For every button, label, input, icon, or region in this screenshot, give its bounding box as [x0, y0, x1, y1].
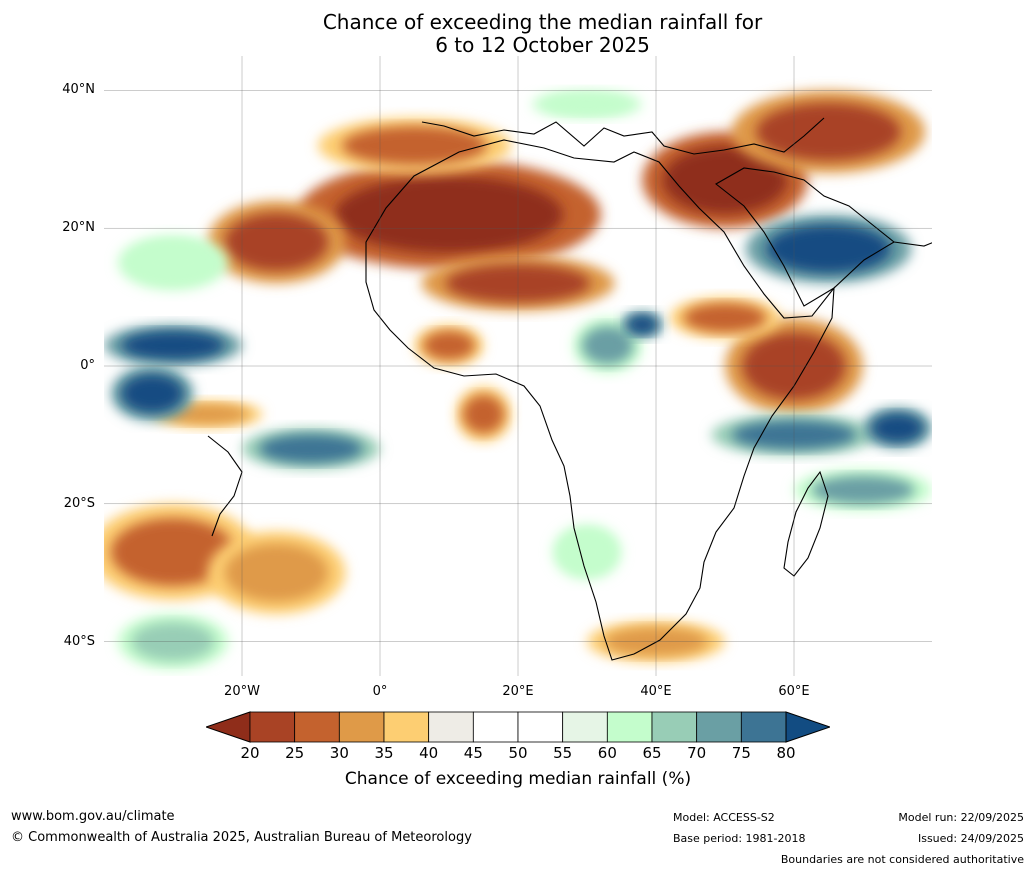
latitude-label: 40°N	[62, 82, 95, 98]
coastline	[207, 117, 932, 661]
colorbar-segment	[383, 711, 430, 743]
dry-anomaly-core	[662, 146, 788, 214]
colorbar	[206, 711, 830, 743]
colorbar-tick-label: 30	[329, 744, 349, 762]
south-america-coastline	[207, 435, 243, 537]
wet-anomaly-core	[131, 243, 215, 282]
colorbar-segment	[562, 711, 608, 743]
longitude-label: 40°E	[640, 684, 672, 699]
colorbar-tick-label: 55	[553, 744, 573, 762]
colorbar-low-extend	[206, 711, 251, 743]
map-title-line1: Chance of exceeding the median rainfall …	[322, 10, 763, 34]
latitude-label: 20°N	[62, 220, 95, 236]
footer-issued: Issued: 24/09/2025	[917, 832, 1024, 845]
footer-model-run: Model run: 22/09/2025	[898, 811, 1024, 824]
colorbar-tick-label: 45	[463, 744, 483, 762]
colorbar-segment	[338, 711, 385, 743]
footer-url: www.bom.gov.au/climate	[11, 809, 175, 824]
dry-anomaly-core	[462, 394, 505, 434]
graticule	[104, 56, 932, 676]
colorbar-segment	[428, 711, 474, 743]
colorbar-tick-label: 70	[687, 744, 707, 762]
colorbar-tick-label: 50	[508, 744, 528, 762]
map-canvas	[104, 56, 932, 676]
latitude-label: 40°S	[63, 633, 95, 649]
wet-anomaly-core	[121, 330, 225, 360]
wet-anomaly-core	[561, 532, 613, 572]
latitude-label: 20°S	[63, 495, 95, 511]
rainfall-map	[104, 56, 932, 676]
colorbar-segment	[472, 711, 519, 743]
wet-anomaly-core	[811, 475, 915, 505]
longitude-label: 20°E	[502, 684, 534, 699]
dry-anomaly-core	[224, 543, 329, 602]
europe-coastline	[421, 117, 825, 155]
longitude-label: 0°	[372, 684, 388, 699]
colorbar-segment	[517, 711, 564, 743]
dry-anomaly-core	[683, 303, 767, 333]
colorbar-segment	[696, 711, 742, 743]
footer-model: Model: ACCESS-S2	[673, 811, 775, 824]
footer-base-period: Base period: 1981-2018	[673, 832, 806, 845]
colorbar-tick-label: 20	[240, 744, 260, 762]
colorbar-segment	[740, 711, 787, 743]
latitude-label: 0°	[80, 358, 95, 373]
map-title-line2: 6 to 12 October 2025	[435, 33, 650, 57]
colorbar-tick-label: 25	[285, 744, 305, 762]
wet-anomaly-core	[626, 315, 658, 335]
longitude-label: 60°E	[778, 684, 810, 699]
wet-anomaly-core	[121, 374, 184, 413]
dry-anomaly-core	[166, 404, 249, 424]
colorbar-tick-label: 40	[419, 744, 439, 762]
india-coastline	[893, 241, 932, 247]
colorbar-segment	[294, 711, 340, 743]
colorbar-tick-label: 35	[374, 744, 394, 762]
colorbar-label: Chance of exceeding median rainfall (%)	[344, 769, 692, 789]
wet-anomaly-core	[259, 434, 363, 464]
colorbar-tick-label: 75	[731, 744, 751, 762]
footer-copyright: © Commonwealth of Australia 2025, Austra…	[11, 830, 472, 845]
dry-anomaly-core	[335, 175, 563, 254]
wet-anomaly-core	[766, 224, 891, 273]
colorbar-segment	[249, 711, 296, 743]
dry-anomaly-core	[756, 102, 901, 161]
madagascar-coastline	[783, 470, 829, 577]
wet-anomaly-core	[871, 413, 924, 443]
colorbar-tick-label: 65	[642, 744, 662, 762]
dry-anomaly-core	[342, 126, 487, 165]
colorbar-tick-label: 60	[597, 744, 617, 762]
wet-anomaly-core	[581, 326, 634, 365]
dry-anomaly-core	[110, 518, 236, 586]
africa-coastline	[365, 139, 835, 661]
colorbar-tick-label: 80	[776, 744, 796, 762]
dry-anomaly-core	[224, 213, 329, 271]
dry-anomaly-core	[423, 330, 475, 360]
footer-disclaimer: Boundaries are not considered authoritat…	[780, 853, 1024, 866]
wet-anomaly-core	[545, 94, 629, 114]
longitude-label: 20°W	[224, 684, 260, 699]
colorbar-segment	[606, 711, 653, 743]
colorbar-segment	[651, 711, 698, 743]
colorbar-high-extend	[785, 711, 830, 743]
